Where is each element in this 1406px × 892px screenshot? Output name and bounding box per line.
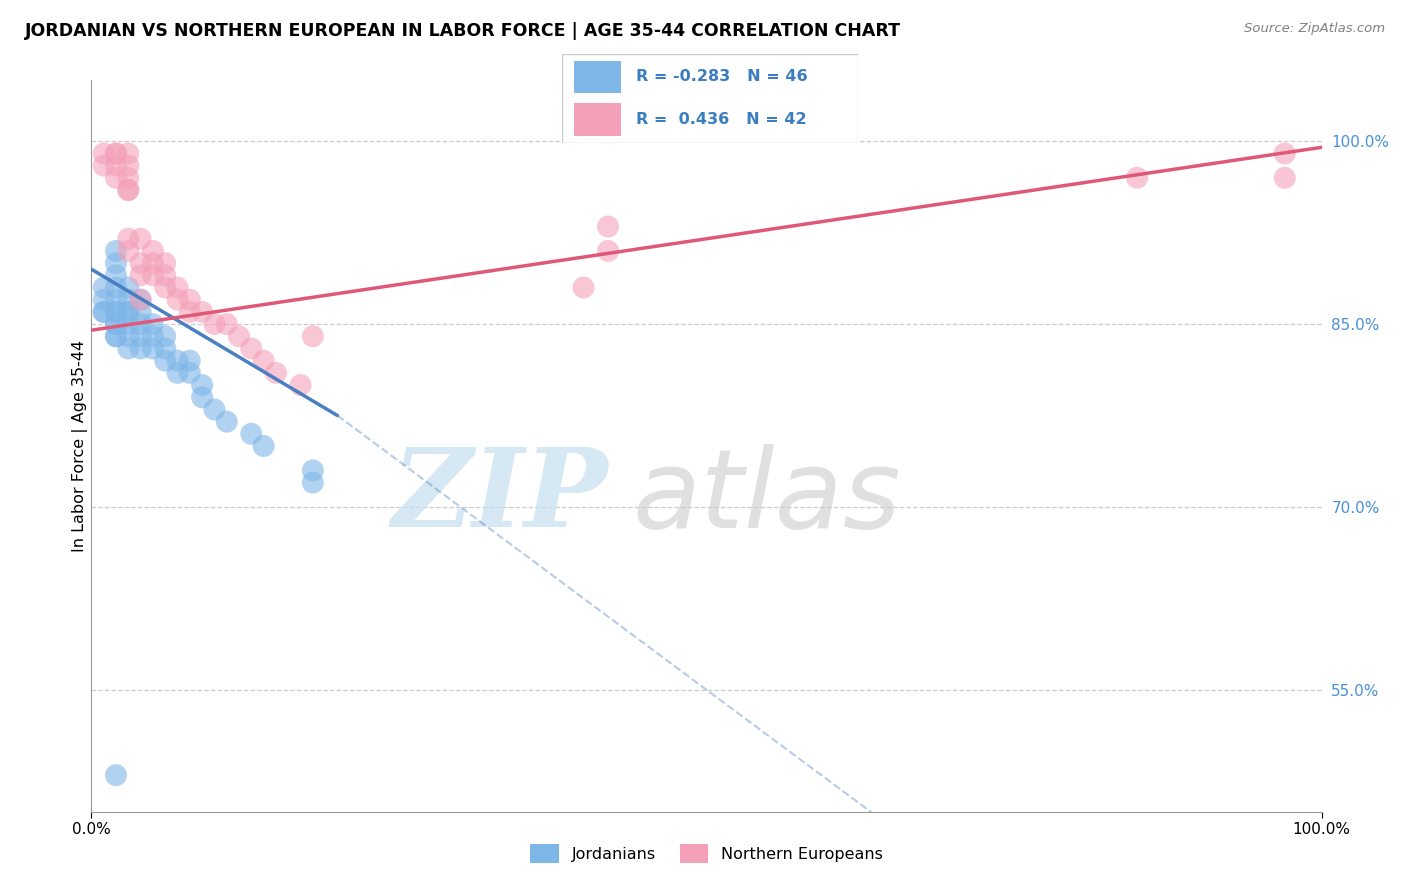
Point bbox=[153, 353, 177, 368]
Point bbox=[153, 256, 177, 270]
Point bbox=[240, 342, 263, 356]
FancyBboxPatch shape bbox=[562, 54, 858, 143]
Point bbox=[105, 329, 127, 343]
Point bbox=[153, 268, 177, 283]
Point bbox=[153, 280, 177, 294]
Point bbox=[142, 342, 165, 356]
Legend: Jordanians, Northern Europeans: Jordanians, Northern Europeans bbox=[523, 838, 890, 870]
Point bbox=[596, 244, 619, 258]
Point bbox=[129, 305, 152, 319]
Point bbox=[105, 159, 127, 173]
Point bbox=[105, 170, 127, 185]
Point bbox=[166, 280, 188, 294]
Point bbox=[117, 280, 139, 294]
Point bbox=[105, 146, 127, 161]
Point bbox=[253, 353, 276, 368]
Point bbox=[166, 366, 188, 380]
Point bbox=[117, 305, 139, 319]
Point bbox=[105, 268, 127, 283]
Point bbox=[129, 293, 152, 307]
Bar bbox=[574, 103, 621, 136]
Point bbox=[191, 390, 214, 404]
Point bbox=[191, 305, 214, 319]
Point bbox=[117, 146, 139, 161]
Text: Source: ZipAtlas.com: Source: ZipAtlas.com bbox=[1244, 22, 1385, 36]
Point bbox=[117, 305, 139, 319]
Point bbox=[129, 329, 152, 343]
Point bbox=[166, 293, 188, 307]
Point bbox=[117, 183, 139, 197]
Point bbox=[93, 293, 115, 307]
Point bbox=[301, 463, 323, 477]
Point bbox=[301, 329, 323, 343]
Point bbox=[153, 329, 177, 343]
Point bbox=[105, 244, 127, 258]
Point bbox=[105, 293, 127, 307]
Point bbox=[105, 256, 127, 270]
Text: R = -0.283   N = 46: R = -0.283 N = 46 bbox=[636, 70, 808, 84]
Text: ZIP: ZIP bbox=[391, 443, 607, 551]
Point bbox=[117, 293, 139, 307]
Point bbox=[129, 268, 152, 283]
Point bbox=[596, 219, 619, 234]
Point bbox=[129, 256, 152, 270]
Point bbox=[105, 280, 127, 294]
Point bbox=[105, 305, 127, 319]
Point bbox=[215, 415, 238, 429]
Point bbox=[105, 317, 127, 331]
Point bbox=[105, 768, 127, 782]
Point bbox=[166, 353, 188, 368]
Point bbox=[1126, 170, 1149, 185]
Text: JORDANIAN VS NORTHERN EUROPEAN IN LABOR FORCE | AGE 35-44 CORRELATION CHART: JORDANIAN VS NORTHERN EUROPEAN IN LABOR … bbox=[25, 22, 901, 40]
Point bbox=[129, 342, 152, 356]
Point bbox=[142, 244, 165, 258]
Point bbox=[153, 342, 177, 356]
Point bbox=[215, 317, 238, 331]
Point bbox=[179, 353, 201, 368]
Point bbox=[142, 256, 165, 270]
Point bbox=[179, 305, 201, 319]
Text: atlas: atlas bbox=[633, 443, 901, 550]
Point bbox=[105, 317, 127, 331]
Point bbox=[117, 183, 139, 197]
Point bbox=[142, 317, 165, 331]
Point bbox=[301, 475, 323, 490]
Point bbox=[117, 317, 139, 331]
Point bbox=[117, 170, 139, 185]
Point bbox=[179, 293, 201, 307]
Point bbox=[191, 378, 214, 392]
Point bbox=[264, 366, 287, 380]
Point bbox=[129, 293, 152, 307]
Point bbox=[142, 268, 165, 283]
Point bbox=[572, 280, 595, 294]
Text: R =  0.436   N = 42: R = 0.436 N = 42 bbox=[636, 112, 807, 127]
Point bbox=[93, 159, 115, 173]
Point bbox=[93, 305, 115, 319]
Point bbox=[253, 439, 276, 453]
Point bbox=[117, 232, 139, 246]
Point bbox=[1274, 146, 1296, 161]
Point bbox=[129, 232, 152, 246]
Point bbox=[117, 159, 139, 173]
Point bbox=[93, 146, 115, 161]
Point bbox=[228, 329, 250, 343]
Point bbox=[105, 146, 127, 161]
Point bbox=[1274, 170, 1296, 185]
Point bbox=[117, 329, 139, 343]
Point bbox=[129, 317, 152, 331]
Point bbox=[117, 244, 139, 258]
Bar bbox=[574, 61, 621, 93]
Point bbox=[105, 305, 127, 319]
Point bbox=[93, 280, 115, 294]
Y-axis label: In Labor Force | Age 35-44: In Labor Force | Age 35-44 bbox=[72, 340, 89, 552]
Point bbox=[117, 342, 139, 356]
Point bbox=[179, 366, 201, 380]
Point bbox=[202, 402, 225, 417]
Point bbox=[105, 329, 127, 343]
Point bbox=[93, 305, 115, 319]
Point bbox=[202, 317, 225, 331]
Point bbox=[290, 378, 312, 392]
Point bbox=[240, 426, 263, 441]
Point bbox=[142, 329, 165, 343]
